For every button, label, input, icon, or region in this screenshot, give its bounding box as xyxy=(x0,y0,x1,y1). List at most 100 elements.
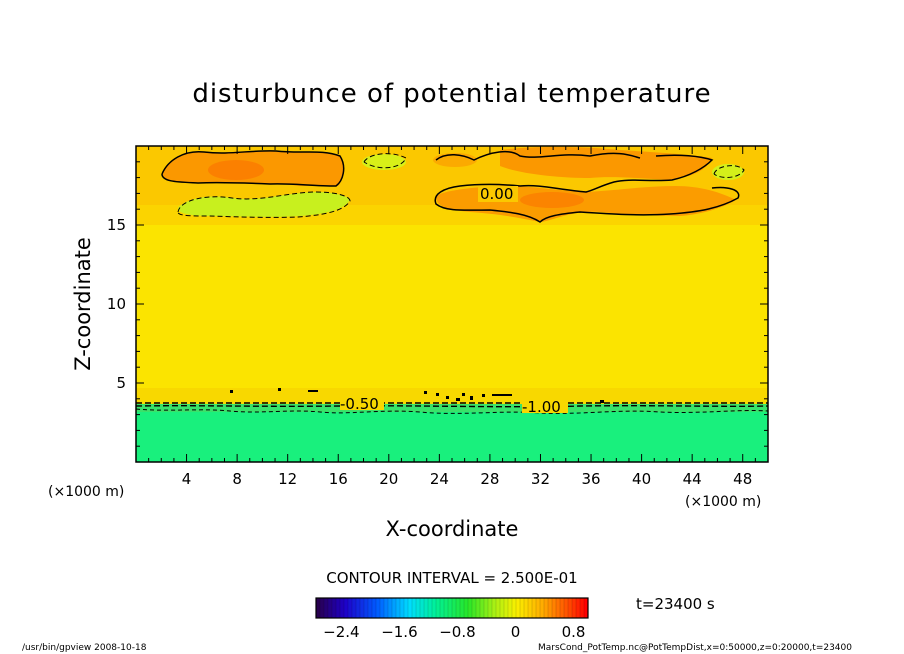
colorbar-cell xyxy=(440,598,445,618)
colorbar-cell xyxy=(336,598,341,618)
x-tick-label: 12 xyxy=(278,470,297,488)
colorbar-cell xyxy=(496,598,501,618)
colorbar-cell xyxy=(464,598,469,618)
colorbar-cell xyxy=(408,598,413,618)
y-axis-ticks: 5 10 15 xyxy=(107,161,768,447)
footer-right: MarsCond_PotTemp.nc@PotTempDist,x=0:5000… xyxy=(538,643,852,653)
lower-transition xyxy=(136,388,768,404)
plot-area xyxy=(136,146,768,462)
x-axis-ticks: 4 8 12 16 20 24 28 32 36 40 44 48 xyxy=(148,146,756,488)
contour-interface-2 xyxy=(136,405,768,408)
contour-label-zero: 0.00 xyxy=(480,185,513,203)
colorbar-cell xyxy=(540,598,545,618)
colorbar: −2.4 −1.6 −0.8 0 0.8 xyxy=(315,597,589,641)
x-tick-label: 48 xyxy=(733,470,752,488)
colorbar-cell xyxy=(324,598,329,618)
colorbar-cell xyxy=(320,598,325,618)
colorbar-cell xyxy=(344,598,349,618)
colorbar-cell xyxy=(392,598,397,618)
lower-layer-shade xyxy=(136,404,768,412)
lower-layer-field xyxy=(136,404,768,462)
contour-labels: 0.00 -0.50 -1.00 xyxy=(340,185,568,416)
chart-title: disturbunce of potential temperature xyxy=(192,79,711,109)
colorbar-cell xyxy=(532,598,537,618)
x-tick-label: 28 xyxy=(480,470,499,488)
x-tick-label: 40 xyxy=(632,470,651,488)
colorbar-cell xyxy=(460,598,465,618)
colorbar-cell xyxy=(436,598,441,618)
colorbar-cell xyxy=(364,598,369,618)
colorbar-cell xyxy=(536,598,541,618)
y-tick-label: 15 xyxy=(107,216,126,234)
colorbar-cell xyxy=(584,598,589,618)
colorbar-cell xyxy=(368,598,373,618)
colorbar-cell xyxy=(340,598,345,618)
colorbar-cell xyxy=(332,598,337,618)
colorbar-cell xyxy=(512,598,517,618)
colorbar-cell xyxy=(500,598,505,618)
colorbar-cell xyxy=(548,598,553,618)
colorbar-cell xyxy=(508,598,513,618)
colorbar-frame xyxy=(315,597,589,619)
colorbar-cell xyxy=(556,598,561,618)
y-tick-label: 10 xyxy=(107,295,126,313)
warm-core-right xyxy=(520,192,584,208)
colorbar-cell xyxy=(396,598,401,618)
colorbar-cell xyxy=(352,598,357,618)
y-axis-label: Z-coordinate xyxy=(71,237,95,371)
x-tick-label: 20 xyxy=(379,470,398,488)
contour-zero-left xyxy=(161,150,345,187)
colorbar-cell xyxy=(564,598,569,618)
colorbar-cell xyxy=(476,598,481,618)
time-label: t=23400 s xyxy=(636,595,715,613)
colorbar-cell xyxy=(444,598,449,618)
colorbar-tick-label: −0.8 xyxy=(439,623,475,641)
colorbar-cell xyxy=(480,598,485,618)
colorbar-cell xyxy=(376,598,381,618)
colorbar-cell xyxy=(420,598,425,618)
x-tick-label: 8 xyxy=(232,470,242,488)
contour-zero-right xyxy=(434,150,740,223)
colorbar-cell xyxy=(316,598,321,618)
x-tick-label: 36 xyxy=(581,470,600,488)
colorbar-cell xyxy=(504,598,509,618)
colorbar-cell xyxy=(520,598,525,618)
colorbar-cell xyxy=(544,598,549,618)
contour-label-minus-half: -0.50 xyxy=(340,395,379,413)
colorbar-tick-label: −1.6 xyxy=(381,623,417,641)
colorbar-cell xyxy=(448,598,453,618)
colorbar-cell xyxy=(560,598,565,618)
cool-patch-left xyxy=(178,192,350,217)
colorbar-cell xyxy=(356,598,361,618)
colorbar-cell xyxy=(348,598,353,618)
contour-label-minus-one: -1.00 xyxy=(522,398,561,416)
colorbar-cell xyxy=(400,598,405,618)
colorbar-cell xyxy=(516,598,521,618)
colorbar-cell xyxy=(328,598,333,618)
colorbar-cell xyxy=(412,598,417,618)
colorbar-tick-label: 0.8 xyxy=(562,623,586,641)
x-unit-left: (×1000 m) xyxy=(48,484,124,500)
colorbar-cell xyxy=(568,598,573,618)
colorbar-cell xyxy=(468,598,473,618)
x-unit-right: (×1000 m) xyxy=(685,494,761,510)
colorbar-cell xyxy=(484,598,489,618)
colorbar-cell xyxy=(552,598,557,618)
x-tick-label: 24 xyxy=(430,470,449,488)
colorbar-cell xyxy=(372,598,377,618)
warm-core-left xyxy=(208,160,264,180)
cool-patch-top xyxy=(362,154,406,170)
colorbar-cell xyxy=(360,598,365,618)
colorbar-cell xyxy=(404,598,409,618)
colorbar-cell xyxy=(524,598,529,618)
contour-dashed-small2 xyxy=(713,165,745,178)
contour-dashed-upper xyxy=(177,191,351,218)
footer-left: /usr/bin/gpview 2008-10-18 xyxy=(22,643,147,653)
colorbar-tick-label: 0 xyxy=(511,623,521,641)
colorbar-cell xyxy=(488,598,493,618)
x-tick-label: 16 xyxy=(329,470,348,488)
colorbar-cell xyxy=(576,598,581,618)
contour-interface-3 xyxy=(136,408,768,414)
contour-dashed-small1 xyxy=(363,153,407,169)
colorbar-cell xyxy=(452,598,457,618)
